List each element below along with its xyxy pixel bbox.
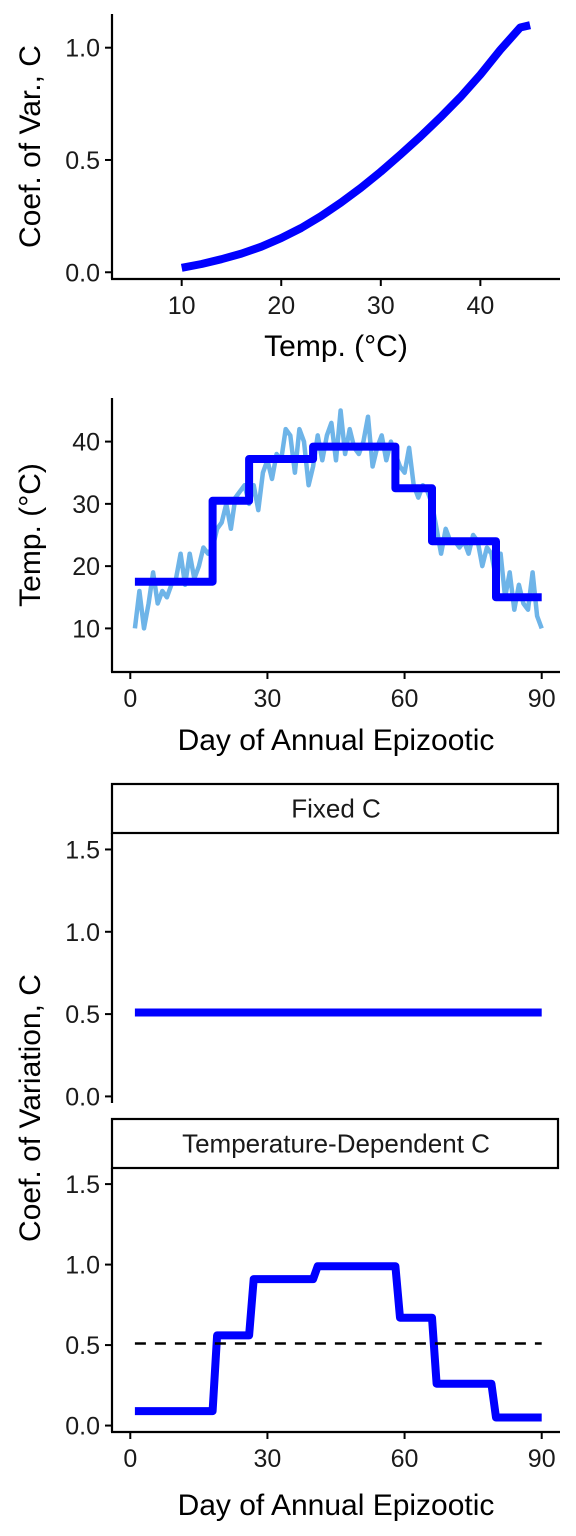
- facet-strip-label: Fixed C: [291, 794, 381, 824]
- y-tick-label: 1.0: [65, 35, 100, 63]
- x-axis-title: Day of Annual Epizootic: [178, 724, 495, 757]
- x-tick-label: 90: [528, 1445, 556, 1473]
- x-axis-title: Temp. (°C): [264, 330, 408, 363]
- y-tick-label: 1.5: [65, 1171, 100, 1199]
- x-tick-label: 20: [267, 292, 295, 320]
- x-tick-label: 30: [254, 1445, 282, 1473]
- y-tick-label: 0.0: [65, 1083, 100, 1111]
- facet-strip: [110, 782, 560, 835]
- series-line-1: [134, 442, 542, 602]
- x-tick-label: 30: [254, 685, 282, 713]
- x-tick-label: 40: [466, 292, 494, 320]
- y-tick-label: 1.0: [65, 1252, 100, 1280]
- facet-strip-label: Temperature-Dependent C: [182, 1129, 490, 1159]
- x-tick-label: 90: [528, 685, 556, 713]
- x-tick-label: 0: [123, 1445, 137, 1473]
- y-axis-title: Coef. of Var., C: [14, 45, 47, 248]
- y-tick-label: 0.0: [65, 259, 100, 287]
- x-tick-label: 10: [168, 292, 196, 320]
- facet-strip: [110, 1117, 560, 1170]
- y-tick-label: 30: [72, 491, 100, 519]
- x-tick-label: 60: [391, 1445, 419, 1473]
- series-line-0: [132, 408, 544, 631]
- y-tick-label: 20: [72, 553, 100, 581]
- series-line-0: [180, 21, 532, 272]
- x-tick-label: 0: [123, 685, 137, 713]
- x-tick-label: 60: [391, 685, 419, 713]
- x-axis-title: Day of Annual Epizootic: [178, 1489, 495, 1522]
- y-tick-label: 1.5: [65, 836, 100, 864]
- y-tick-label: 10: [72, 615, 100, 643]
- series-line-0: [134, 1262, 542, 1422]
- y-axis-title: Temp. (°C): [14, 463, 47, 607]
- y-tick-label: 0.5: [65, 147, 100, 175]
- y-tick-label: 1.0: [65, 919, 100, 947]
- y-tick-label: 0.0: [65, 1413, 100, 1441]
- y-tick-label: 0.5: [65, 1001, 100, 1029]
- shared-y-axis-title: Coef. of Variation, C: [14, 974, 47, 1242]
- y-tick-label: 0.5: [65, 1332, 100, 1360]
- x-tick-label: 30: [367, 292, 395, 320]
- y-tick-label: 40: [72, 429, 100, 457]
